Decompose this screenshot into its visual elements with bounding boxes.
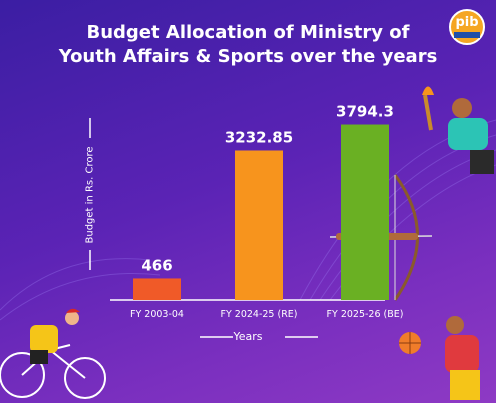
chart-title-line1: Budget Allocation of Ministry of (86, 22, 410, 43)
basketball-player-illustration (399, 316, 480, 400)
bars-group (133, 124, 389, 300)
pib-logo-band (454, 32, 480, 38)
category-label-1: FY 2003-04 (130, 309, 184, 320)
bar-value-label-1: 466 (141, 256, 172, 274)
torch-runner-illustration (422, 86, 494, 174)
pib-logo-text: pib (455, 15, 479, 30)
bar-value-label-2: 3232.85 (225, 128, 293, 146)
bar-3 (341, 124, 389, 300)
chart-title-line2: Youth Affairs & Sports over the years (58, 46, 438, 67)
bar-value-label-3: 3794.3 (336, 103, 394, 121)
category-label-2: FY 2024-25 (RE) (220, 309, 297, 320)
bar-2 (235, 150, 283, 300)
category-label-3: FY 2025-26 (BE) (327, 309, 404, 320)
cyclist-illustration (0, 308, 106, 399)
bar-1 (133, 278, 181, 300)
pib-logo: pib (449, 9, 485, 45)
labels-group: 466 FY 2003-04 3232.85 FY 2024-25 (RE) 3794.… (130, 103, 403, 320)
y-axis-label: Budget in Rs. Crore (84, 146, 96, 244)
x-axis-label: Years (233, 330, 263, 343)
